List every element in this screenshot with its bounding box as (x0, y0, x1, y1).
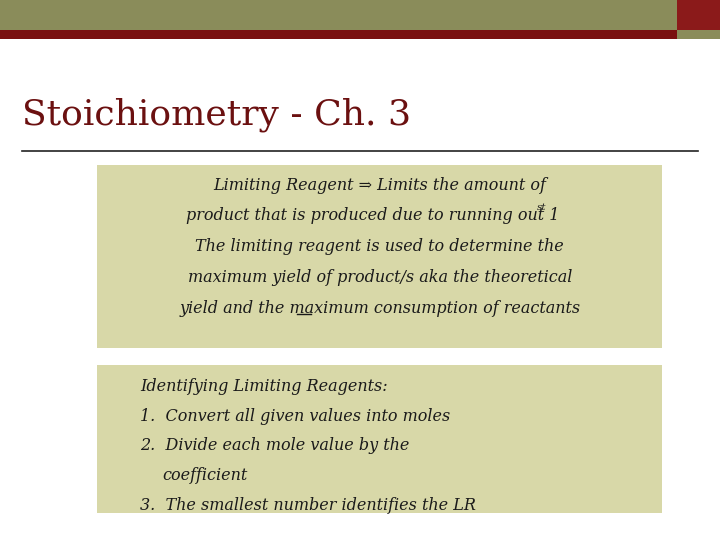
Text: The limiting reagent is used to determine the: The limiting reagent is used to determin… (195, 238, 564, 255)
FancyBboxPatch shape (97, 165, 662, 348)
Text: Stoichiometry - Ch. 3: Stoichiometry - Ch. 3 (22, 97, 410, 132)
Text: Limiting Reagent ⇒ Limits the amount of: Limiting Reagent ⇒ Limits the amount of (213, 177, 546, 193)
Text: st: st (536, 203, 546, 212)
Text: maximum yield of product/s aka the theoretical: maximum yield of product/s aka the theor… (188, 269, 572, 286)
Text: Identifying Limiting Reagents:: Identifying Limiting Reagents: (140, 378, 388, 395)
Text: 1.  Convert all given values into moles: 1. Convert all given values into moles (140, 408, 451, 424)
Text: yield and the maximum consumption of reactants: yield and the maximum consumption of rea… (179, 300, 580, 316)
Bar (677, 0, 720, 30)
Bar (677, 30, 720, 39)
Bar (0, 0, 677, 30)
Text: product that is produced due to running out 1: product that is produced due to running … (186, 207, 559, 224)
Bar (0, 30, 720, 39)
Text: coefficient: coefficient (162, 467, 247, 484)
FancyBboxPatch shape (97, 364, 662, 513)
Text: 2.  Divide each mole value by the: 2. Divide each mole value by the (140, 437, 410, 454)
Text: 3.  The smallest number identifies the LR: 3. The smallest number identifies the LR (140, 497, 476, 514)
